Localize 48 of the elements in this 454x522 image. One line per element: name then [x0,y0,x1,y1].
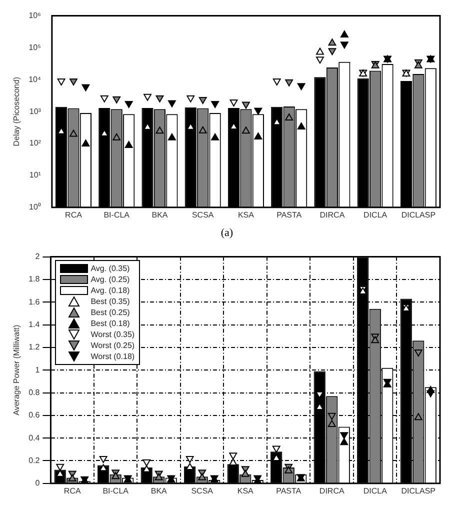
legend-label: Worst (0.25) [90,340,135,350]
legend-label: Best (0.25) [90,308,130,317]
x-tick-label: KSA [237,486,254,496]
legend-label: Avg. (0.18) [90,286,130,295]
x-tick-label: PASTA [276,210,302,220]
y-tick-label: 0.6 [28,410,40,420]
x-tick-label: DICLASP [401,210,436,220]
y-tick-label: 10¹ [29,170,42,180]
y-tick-label: 1.2 [28,342,40,352]
y-tick-label: 0.2 [28,456,40,465]
x-tick-label: SCSA [192,210,214,220]
x-tick-label: DIRCA [319,486,345,496]
text: (a) [220,227,234,239]
y-axis-title: Average Power (Milliwatt) [12,324,22,416]
legend-label: Avg. (0.25) [90,274,130,284]
y-tick-label: 2 [35,252,40,262]
y-tick-label: 10⁴ [28,74,42,84]
x-tick-label: DICLA [364,210,388,220]
y-tick-label: 10² [29,138,42,148]
x-tick-label: BI-CLA [104,210,130,220]
x-tick-label: DICLA [363,486,388,496]
legend-label: Best (0.35) [90,296,130,306]
legend-label: Worst (0.35) [90,330,135,339]
y-tick-label: 1 [35,365,40,374]
x-tick-label: SCSA [191,486,214,496]
legend-label: Best (0.18) [90,318,130,328]
y-tick-label: 10⁶ [28,11,41,20]
x-tick-label: RCA [64,486,82,496]
x-tick-label: DICLASP [401,486,436,496]
legend-label: Avg. (0.35) [90,264,130,273]
y-tick-label: 10⁵ [28,42,41,52]
y-axis-title: Delay (Picosecond) [12,76,22,146]
y-tick-label: 10³ [29,106,42,116]
y-tick-label: 0.8 [28,388,40,397]
x-tick-label: BKA [150,486,168,496]
x-tick-label: PASTA [276,486,302,496]
x-tick-label: BI-CLA [102,486,130,496]
x-tick-label: KSA [238,210,255,220]
legend-label: Worst (0.18) [90,352,135,361]
y-tick-label: 0.4 [28,433,40,442]
y-tick-label: 10⁰ [29,202,41,212]
x-tick-label: RCA [65,210,83,220]
y-tick-label: 1.4 [28,320,40,329]
y-tick-label: 1.6 [28,297,40,306]
y-tick-label: 0 [35,478,40,488]
x-tick-label: DIRCA [320,210,346,220]
x-tick-label: BKA [152,210,168,220]
y-tick-label: 1.8 [28,274,40,284]
